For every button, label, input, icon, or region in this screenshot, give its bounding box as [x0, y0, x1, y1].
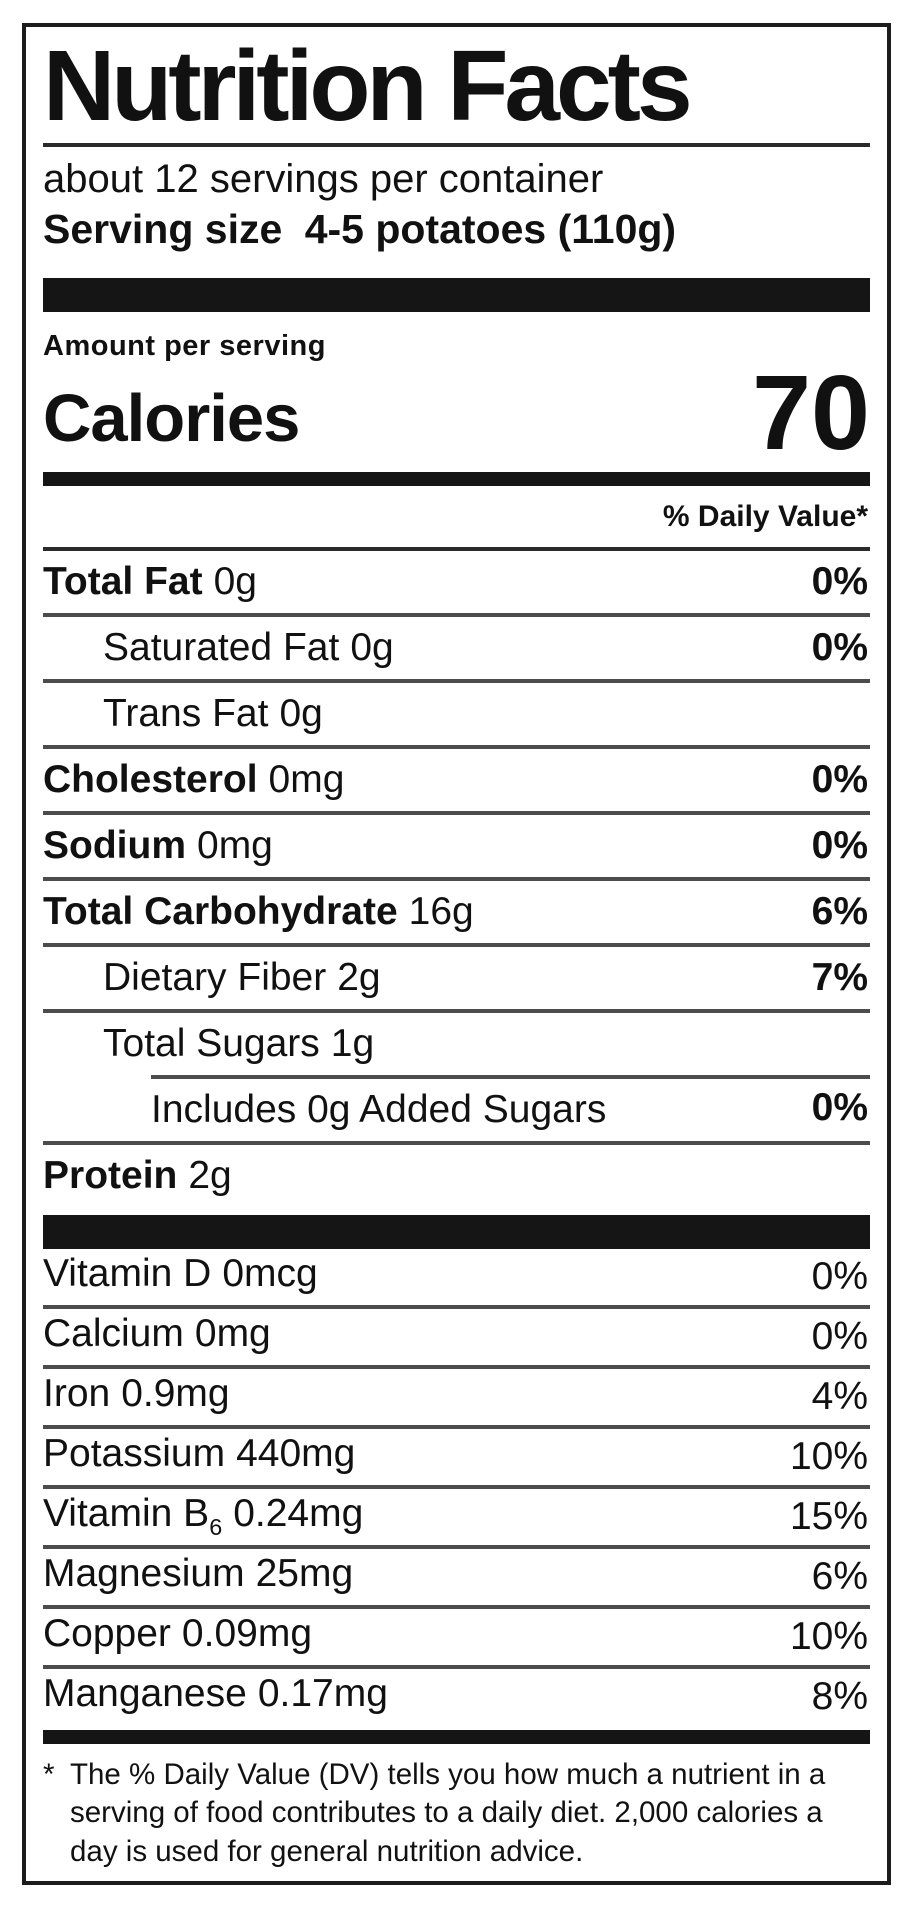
nutrient-amount: 0mg [194, 1312, 271, 1356]
nutrient-amount: 1g [330, 1021, 375, 1065]
nutrient-amount: 2g [188, 1153, 232, 1197]
micronutrient-row-vitamin-d: Vitamin D 0mcg 0% [43, 1249, 870, 1305]
nutrient-name: Cholesterol [43, 757, 258, 801]
nutrient-name: Dietary Fiber [103, 955, 327, 999]
serving-size-label: Serving size [43, 205, 283, 252]
micronutrient-row-iron: Iron 0.9mg 4% [43, 1364, 870, 1425]
nutrient-amount: 2g [337, 955, 381, 999]
calories-row: Calories 70 [43, 353, 870, 472]
nutrient-name: Includes 0g Added Sugars [151, 1087, 607, 1131]
nutrition-facts-label: Nutrition Facts about 12 servings per co… [22, 23, 891, 1885]
nutrient-row-dietary-fiber: Dietary Fiber 2g 7% [43, 942, 870, 1009]
footnote-text: The % Daily Value (DV) tells you how muc… [70, 1757, 826, 1868]
nutrient-name: Trans Fat [103, 691, 269, 735]
nutrient-dv: 0% [811, 1254, 868, 1298]
nutrient-name: Total Carbohydrate [43, 889, 398, 933]
amount-per-serving-label: Amount per serving [43, 329, 326, 362]
nutrient-row-total-carbohydrate: Total Carbohydrate 16g 6% [43, 876, 870, 943]
nutrient-name: Sodium [43, 823, 186, 867]
nutrient-dv: 6% [811, 1554, 868, 1598]
nutrient-row-sodium: Sodium 0mg 0% [43, 810, 870, 877]
nutrient-dv: 10% [789, 1434, 868, 1478]
nutrient-amount: 0mg [197, 823, 273, 867]
daily-value-header: % Daily Value* [662, 499, 868, 533]
nutrient-dv: 10% [789, 1614, 868, 1658]
nutrient-dv: 8% [811, 1674, 868, 1718]
servings-per-container: about 12 servings per container [43, 157, 604, 201]
nutrient-amount: 0mg [268, 757, 345, 801]
nutrient-name: Manganese [43, 1672, 247, 1716]
serving-size-row: Serving size 4-5 potatoes (110g) [43, 204, 870, 254]
nutrient-row-protein: Protein 2g [43, 1140, 870, 1207]
nutrient-row-trans-fat: Trans Fat 0g [43, 678, 870, 745]
nutrient-amount: 0mcg [222, 1252, 318, 1296]
title-divider [43, 143, 870, 147]
nutrient-name: Saturated Fat [103, 625, 340, 669]
nutrient-dv: 0% [811, 559, 868, 603]
nutrient-amount: 25mg [255, 1552, 354, 1596]
nutrient-amount: 0g [350, 625, 394, 669]
calories-label: Calories [43, 380, 300, 456]
nutrient-name: Total Fat [43, 559, 203, 603]
nutrient-row-total-fat: Total Fat 0g 0% [43, 551, 870, 613]
nutrient-amount: 0.17mg [257, 1672, 388, 1716]
footnote: * The % Daily Value (DV) tells you how m… [43, 1756, 870, 1871]
micronutrient-row-copper: Copper 0.09mg 10% [43, 1604, 870, 1665]
nutrient-dv: 0% [811, 757, 868, 801]
nutrient-name: Potassium [43, 1432, 226, 1476]
nutrient-name: Iron [43, 1372, 111, 1416]
nutrient-dv: 0% [811, 1314, 868, 1358]
nutrient-dv: 15% [789, 1494, 868, 1538]
calories-value: 70 [752, 353, 870, 472]
nutrient-amount: 0g [213, 559, 257, 603]
nutrient-name: Vitamin B [43, 1492, 210, 1536]
nutrient-name-subscript: 6 [209, 1514, 223, 1541]
micronutrient-row-vitamin-b6: Vitamin B6 0.24mg 15% [43, 1484, 870, 1545]
nutrient-name: Vitamin D [43, 1252, 212, 1296]
nutrient-dv: 0% [811, 1085, 868, 1129]
nutrient-dv: 7% [811, 955, 868, 999]
nutrient-name: Total Sugars [103, 1021, 320, 1065]
nutrient-dv: 0% [811, 823, 868, 867]
nutrient-name: Copper [43, 1612, 171, 1656]
section-bar-micronutrients [43, 1214, 870, 1249]
label-title: Nutrition Facts [43, 30, 693, 142]
nutrient-amount: 16g [408, 889, 474, 933]
nutrient-name: Calcium [43, 1312, 184, 1356]
section-bar-top [43, 277, 870, 312]
micronutrient-row-manganese: Manganese 0.17mg 8% [43, 1664, 870, 1725]
nutrient-amount: 0g [279, 691, 323, 735]
nutrient-amount: 0.9mg [121, 1372, 230, 1416]
nutrient-dv: 0% [811, 625, 868, 669]
nutrient-row-total-sugars: Total Sugars 1g [43, 1008, 870, 1075]
nutrient-row-saturated-fat: Saturated Fat 0g 0% [43, 612, 870, 679]
micronutrient-row-potassium: Potassium 440mg 10% [43, 1424, 870, 1485]
nutrient-amount: 0.09mg [181, 1612, 313, 1656]
nutrient-amount: 440mg [236, 1432, 356, 1476]
nutrient-row-cholesterol: Cholesterol 0mg 0% [43, 744, 870, 811]
nutrient-dv: 6% [811, 889, 868, 933]
calories-divider-bar [43, 471, 870, 486]
nutrient-name: Protein [43, 1153, 178, 1197]
footnote-asterisk: * [43, 1757, 55, 1791]
section-bar-footnote [43, 1729, 870, 1744]
serving-size-value: 4-5 potatoes (110g) [304, 205, 677, 252]
micronutrient-row-magnesium: Magnesium 25mg 6% [43, 1544, 870, 1605]
nutrient-amount: 0.24mg [233, 1492, 364, 1536]
nutrient-name: Magnesium [43, 1552, 245, 1596]
micronutrient-row-calcium: Calcium 0mg 0% [43, 1304, 870, 1365]
nutrient-row-added-sugars: Includes 0g Added Sugars 0% [43, 1074, 870, 1141]
daily-value-divider [43, 546, 870, 551]
nutrient-dv: 4% [811, 1374, 868, 1418]
